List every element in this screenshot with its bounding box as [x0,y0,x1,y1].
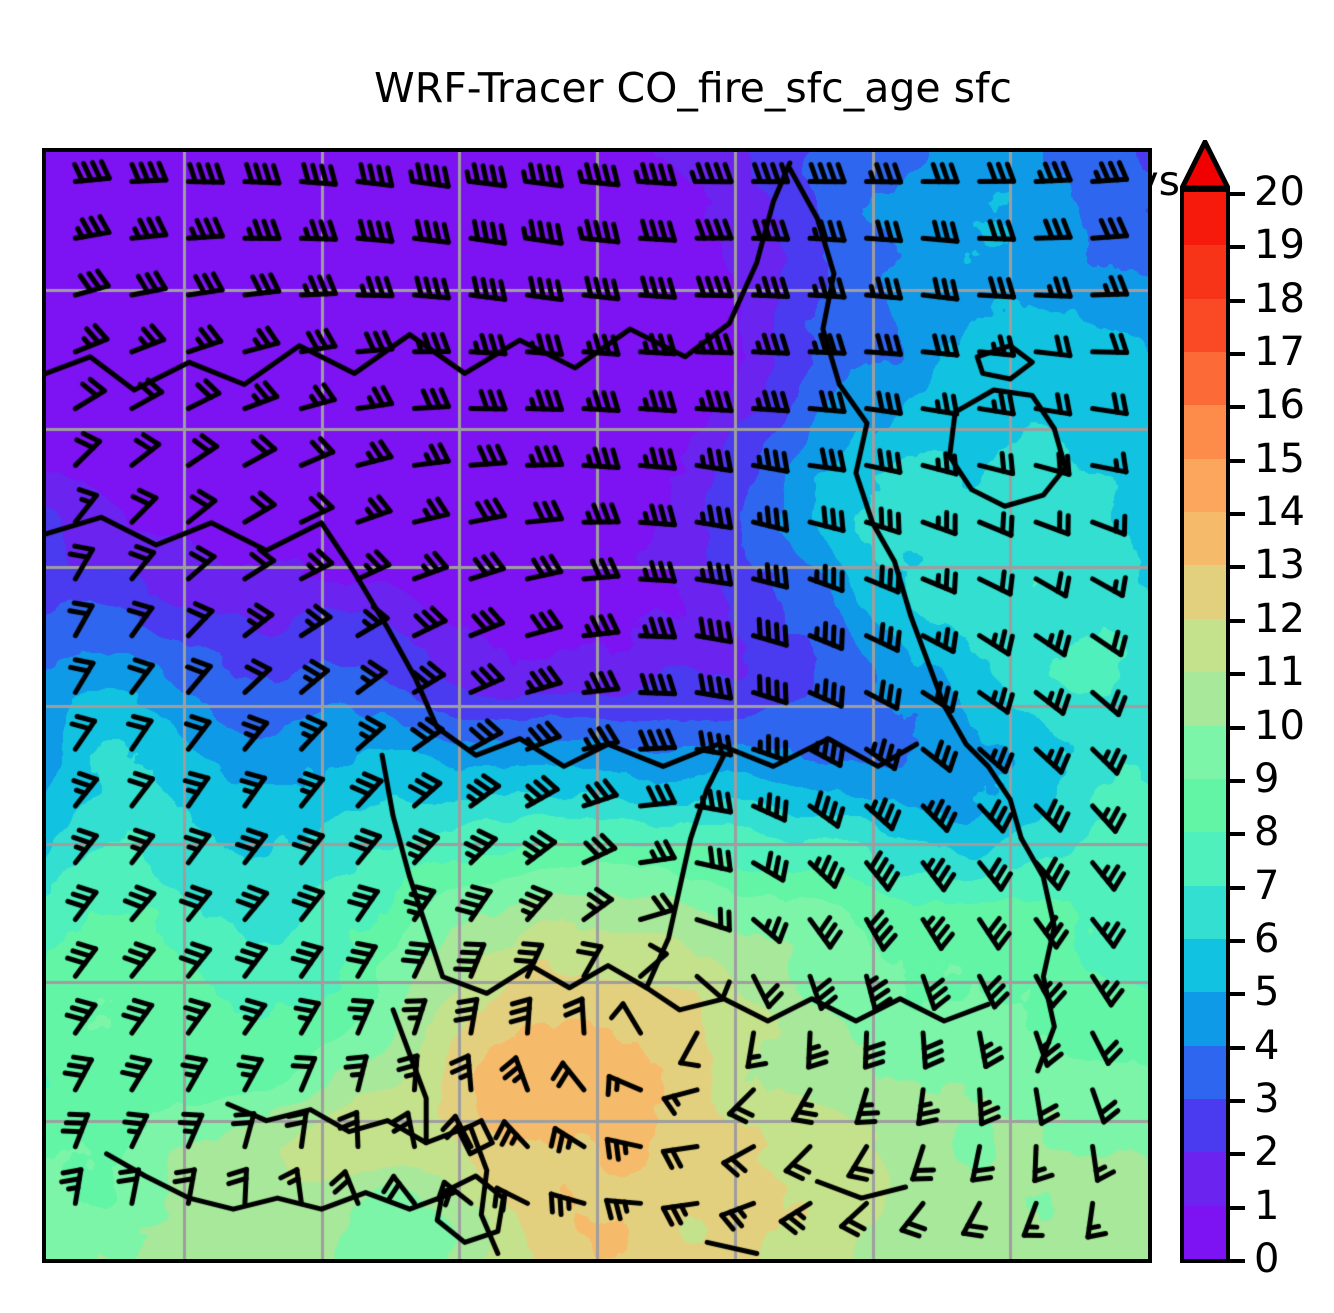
colorbar-band-12 [1184,564,1226,619]
colorbar-tick-12 [1230,618,1245,623]
colorbar-label-14: 14 [1254,489,1305,536]
colorbar-label-2: 2 [1254,1129,1280,1176]
colorbar-label-17: 17 [1254,329,1305,376]
colorbar-band-4 [1184,991,1226,1046]
colorbar-tick-10 [1230,725,1245,730]
colorbar-tick-19 [1230,245,1245,250]
title-line-1: WRF-Tracer CO_fire_sfc_age sfc [374,63,1012,112]
colorbar-band-8 [1184,777,1226,833]
colorbar-band-16 [1184,351,1226,406]
colorbar-label-12: 12 [1254,595,1305,642]
colorbar-label-1: 1 [1254,1182,1280,1229]
colorbar-band-11 [1184,617,1226,673]
wind-barb-and-coastline-overlay [46,152,1148,1259]
colorbar-tick-3 [1230,1098,1245,1103]
colorbar-tick-20 [1230,192,1245,196]
colorbar-tick-1 [1230,1205,1245,1210]
colorbar-band-9 [1184,724,1226,779]
colorbar-label-6: 6 [1254,915,1280,962]
colorbar-label-20: 20 [1254,169,1305,215]
colorbar-band-0 [1184,1204,1226,1259]
colorbar-tick-5 [1230,992,1245,997]
map-plot-area[interactable] [42,148,1152,1263]
colorbar-tick-0 [1230,1259,1245,1263]
colorbar-tick-16 [1230,405,1245,410]
colorbar-tick-18 [1230,298,1245,303]
colorbar-tick-6 [1230,938,1245,943]
colorbar-label-0: 0 [1254,1236,1280,1282]
colorbar-band-18 [1184,244,1226,299]
colorbar-extend-arrow [1180,140,1230,190]
colorbar-label-11: 11 [1254,649,1305,696]
colorbar-band-13 [1184,511,1226,566]
colorbar-tick-4 [1230,1045,1245,1050]
colorbar-tick-15 [1230,458,1245,463]
colorbar-label-5: 5 [1254,969,1280,1016]
colorbar-band-3 [1184,1044,1226,1099]
colorbar-label-16: 16 [1254,382,1305,429]
colorbar-tick-13 [1230,565,1245,570]
colorbar-band-15 [1184,404,1226,459]
colorbar-label-7: 7 [1254,862,1280,909]
colorbar-label-3: 3 [1254,1075,1280,1122]
colorbar-band-2 [1184,1097,1226,1153]
colorbar-label-18: 18 [1254,275,1305,322]
colorbar-tick-14 [1230,512,1245,517]
colorbar-band-7 [1184,831,1226,886]
colorbar-tick-8 [1230,832,1245,837]
colorbar-label-4: 4 [1254,1022,1280,1069]
colorbar-tick-11 [1230,672,1245,677]
colorbar-band-14 [1184,457,1226,513]
colorbar-label-9: 9 [1254,755,1280,802]
colorbar-band-1 [1184,1151,1226,1206]
colorbar-label-10: 10 [1254,702,1305,749]
colorbar-band-19 [1184,192,1226,246]
colorbar-band-5 [1184,937,1226,993]
colorbar-label-15: 15 [1254,435,1305,482]
colorbar-band-17 [1184,297,1226,353]
colorbar-tick-2 [1230,1152,1245,1157]
colorbar-label-19: 19 [1254,222,1305,269]
colorbar-tick-7 [1230,885,1245,890]
colorbar-label-13: 13 [1254,542,1305,589]
colorbar-band-10 [1184,671,1226,726]
colorbar-tick-9 [1230,778,1245,783]
colorbar-label-8: 8 [1254,809,1280,856]
colorbar-gradient [1180,188,1230,1263]
colorbar-band-6 [1184,884,1226,939]
colorbar[interactable]: 0 1 2 3 4 5 6 7 8 9 10 11 12 13 14 15 16 17 18 19 20 [1180,140,1305,1279]
colorbar-tick-17 [1230,352,1245,357]
